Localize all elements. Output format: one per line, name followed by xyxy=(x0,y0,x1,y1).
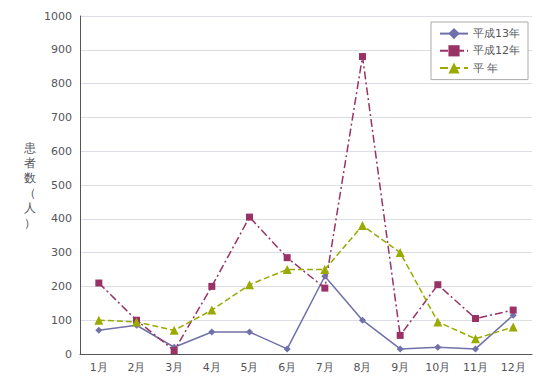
svg-text:0: 0 xyxy=(65,348,72,361)
svg-text:700: 700 xyxy=(51,111,72,124)
svg-text:500: 500 xyxy=(51,179,72,192)
svg-text:300: 300 xyxy=(51,246,72,259)
svg-text:100: 100 xyxy=(51,314,72,327)
svg-text:11月: 11月 xyxy=(463,361,488,374)
svg-text:900: 900 xyxy=(51,43,72,56)
svg-text:平 年: 平 年 xyxy=(473,62,499,75)
svg-text:数: 数 xyxy=(24,171,36,185)
svg-text:10月: 10月 xyxy=(425,361,450,374)
svg-text:平成12年: 平成12年 xyxy=(473,44,520,57)
svg-text:者: 者 xyxy=(24,156,36,170)
svg-text:7月: 7月 xyxy=(316,361,334,374)
svg-text:800: 800 xyxy=(51,77,72,90)
svg-text:6月: 6月 xyxy=(278,361,296,374)
svg-text:（: （ xyxy=(24,186,36,200)
svg-text:12月: 12月 xyxy=(501,361,526,374)
svg-text:平成13年: 平成13年 xyxy=(473,27,520,40)
svg-text:600: 600 xyxy=(51,145,72,158)
svg-text:5月: 5月 xyxy=(241,361,259,374)
svg-text:人: 人 xyxy=(24,201,36,215)
svg-text:1000: 1000 xyxy=(44,10,72,23)
svg-text:2月: 2月 xyxy=(128,361,146,374)
svg-text:400: 400 xyxy=(51,212,72,225)
svg-text:1月: 1月 xyxy=(90,361,108,374)
svg-text:4月: 4月 xyxy=(203,361,221,374)
svg-text:）: ） xyxy=(24,216,36,230)
svg-text:9月: 9月 xyxy=(391,361,409,374)
svg-text:8月: 8月 xyxy=(354,361,372,374)
svg-text:患: 患 xyxy=(23,141,36,155)
svg-text:200: 200 xyxy=(51,280,72,293)
svg-text:3月: 3月 xyxy=(165,361,183,374)
